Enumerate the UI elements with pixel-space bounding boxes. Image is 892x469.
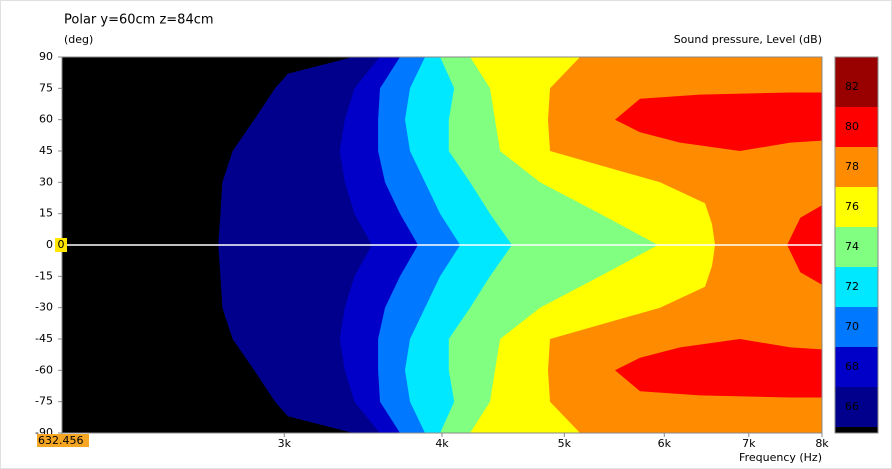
y-tick-label: -60 xyxy=(35,363,53,376)
colorbar-tick-label: 72 xyxy=(845,280,859,293)
colorbar-tick-label: 82 xyxy=(845,80,859,93)
colorbar-tick-label: 74 xyxy=(845,240,859,253)
contour-region xyxy=(615,92,822,151)
y-tick-label: 60 xyxy=(39,113,53,126)
colorbar-band xyxy=(835,307,878,347)
y-tick-label: -15 xyxy=(35,269,53,282)
cursor-x-box xyxy=(37,434,89,447)
y-tick-label: 0 xyxy=(46,238,53,251)
colorbar-tick-label: 76 xyxy=(845,200,859,213)
chart-title: Polar y=60cm z=84cm xyxy=(64,13,214,28)
x-tick-label: 7k xyxy=(742,437,756,450)
colorbar-band xyxy=(835,267,878,307)
colorbar-band xyxy=(835,347,878,387)
x-tick-label: 5k xyxy=(558,437,572,450)
cursor-x-label: 632.456 xyxy=(38,434,84,447)
cursor-y-label: 0 xyxy=(58,238,65,251)
plot-area xyxy=(62,57,822,433)
colorbar: 66 68 70 72 74 76 78 80 82 xyxy=(835,57,878,433)
colorbar-title: Sound pressure, Level (dB) xyxy=(674,33,822,46)
y-tick-label: 15 xyxy=(39,207,53,220)
colorbar-tick-label: 70 xyxy=(845,320,859,333)
y-tick-label: 90 xyxy=(39,50,53,63)
colorbar-tick-label: 66 xyxy=(845,400,859,413)
colorbar-base xyxy=(835,427,878,433)
colorbar-band xyxy=(835,147,878,187)
x-tick-label: 8k xyxy=(815,437,829,450)
colorbar-tick-label: 78 xyxy=(845,160,859,173)
y-tick-label: -30 xyxy=(35,301,53,314)
colorbar-tick-label: 68 xyxy=(845,360,859,373)
colorbar-band xyxy=(835,107,878,147)
x-tick-label: 4k xyxy=(435,437,449,450)
colorbar-band xyxy=(835,387,878,427)
x-tick-label: 6k xyxy=(658,437,672,450)
colorbar-band xyxy=(835,227,878,267)
x-tick-label: 3k xyxy=(278,437,292,450)
axes: 9075604530150-15-30-45-60-75-902k3k4k5k6… xyxy=(35,50,829,450)
colorbar-band xyxy=(835,57,878,107)
y-tick-label: 30 xyxy=(39,175,53,188)
contour-region xyxy=(548,57,822,433)
colorbar-tick-label: 80 xyxy=(845,120,859,133)
contour-region xyxy=(615,339,822,398)
y-unit: (deg) xyxy=(64,33,93,46)
colorbar-border xyxy=(834,56,879,434)
colorbar-band xyxy=(835,187,878,227)
y-tick-label: 45 xyxy=(39,144,53,157)
cursor-y-box xyxy=(55,238,67,252)
y-tick-label: -75 xyxy=(35,395,53,408)
y-tick-label: 75 xyxy=(39,81,53,94)
y-tick-label: -45 xyxy=(35,332,53,345)
x-axis-label: Frequency (Hz) xyxy=(739,451,822,464)
